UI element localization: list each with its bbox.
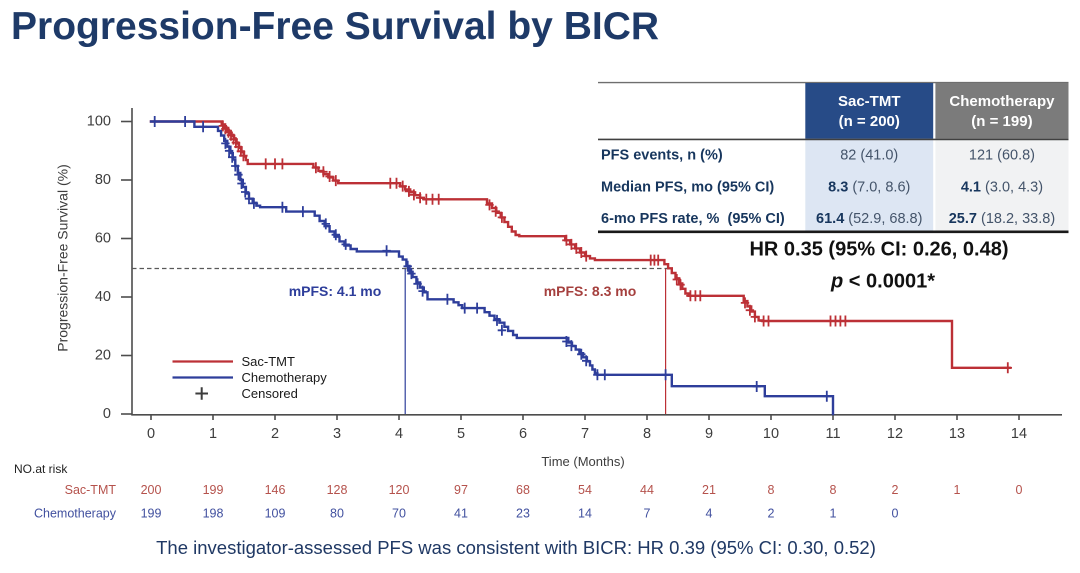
svg-text:60: 60 [95, 231, 111, 247]
svg-text:121 (60.8): 121 (60.8) [969, 148, 1035, 164]
svg-text:8: 8 [643, 426, 651, 442]
svg-text:5: 5 [457, 426, 465, 442]
svg-text:Chemotherapy: Chemotherapy [34, 507, 117, 521]
svg-text:Progression-Free Survival by B: Progression-Free Survival by BICR [11, 5, 659, 48]
svg-text:Time (Months): Time (Months) [541, 454, 624, 469]
svg-text:Chemotherapy: Chemotherapy [242, 370, 328, 385]
svg-text:(n = 200): (n = 200) [839, 113, 900, 130]
svg-text:120: 120 [389, 483, 410, 497]
svg-text:mPFS: 4.1 mo: mPFS: 4.1 mo [289, 283, 382, 299]
svg-text:61.4 (52.9, 68.8): 61.4 (52.9, 68.8) [816, 211, 922, 227]
svg-text:0: 0 [147, 426, 155, 442]
svg-text:198: 198 [203, 507, 224, 521]
svg-text:54: 54 [578, 483, 592, 497]
svg-text:1: 1 [209, 426, 217, 442]
svg-text:Median PFS, mo (95% CI): Median PFS, mo (95% CI) [601, 180, 774, 196]
svg-text:100: 100 [87, 114, 111, 130]
svg-text:Chemotherapy: Chemotherapy [949, 93, 1055, 110]
svg-text:1: 1 [830, 507, 837, 521]
svg-text:Sac-TMT: Sac-TMT [65, 483, 117, 497]
svg-text:70: 70 [392, 507, 406, 521]
svg-text:10: 10 [763, 426, 779, 442]
svg-text:HR 0.35 (95% CI: 0.26, 0.48): HR 0.35 (95% CI: 0.26, 0.48) [749, 239, 1008, 261]
svg-text:41: 41 [454, 507, 468, 521]
svg-text:8.3 (7.0, 8.6): 8.3 (7.0, 8.6) [828, 180, 910, 196]
svg-text:23: 23 [516, 507, 530, 521]
svg-text:0: 0 [892, 507, 899, 521]
svg-text:4: 4 [706, 507, 713, 521]
svg-text:8: 8 [768, 483, 775, 497]
svg-text:44: 44 [640, 483, 654, 497]
svg-text:0: 0 [103, 406, 111, 422]
svg-text:6: 6 [519, 426, 527, 442]
svg-text:40: 40 [95, 289, 111, 305]
svg-text:2: 2 [892, 483, 899, 497]
svg-text:14: 14 [578, 507, 592, 521]
svg-text:82 (41.0): 82 (41.0) [840, 148, 898, 164]
svg-text:PFS events, n (%): PFS events, n (%) [601, 148, 723, 164]
svg-text:12: 12 [887, 426, 903, 442]
svg-text:The investigator-assessed PFS: The investigator-assessed PFS was consis… [156, 537, 876, 558]
svg-text:97: 97 [454, 483, 468, 497]
svg-text:Progression-Free Survival (%): Progression-Free Survival (%) [55, 164, 71, 352]
svg-text:4.1 (3.0, 4.3): 4.1 (3.0, 4.3) [961, 180, 1043, 196]
svg-text:7: 7 [644, 507, 651, 521]
svg-text:20: 20 [95, 348, 111, 364]
svg-text:9: 9 [705, 426, 713, 442]
svg-text:199: 199 [141, 507, 162, 521]
svg-text:Sac-TMT: Sac-TMT [838, 93, 901, 110]
svg-text:80: 80 [95, 172, 111, 188]
svg-text:80: 80 [330, 507, 344, 521]
svg-text:21: 21 [702, 483, 716, 497]
svg-text:2: 2 [271, 426, 279, 442]
svg-text:7: 7 [581, 426, 589, 442]
svg-text:14: 14 [1011, 426, 1027, 442]
svg-text:199: 199 [203, 483, 224, 497]
svg-text:6-mo PFS rate, % (95% CI): 6-mo PFS rate, % (95% CI) [601, 211, 785, 227]
svg-text:13: 13 [949, 426, 965, 442]
svg-text:1: 1 [954, 483, 961, 497]
svg-text:Censored: Censored [242, 386, 298, 401]
svg-text:11: 11 [825, 426, 840, 442]
svg-text:146: 146 [265, 483, 286, 497]
svg-text:25.7 (18.2, 33.8): 25.7 (18.2, 33.8) [949, 211, 1055, 227]
svg-text:Sac-TMT: Sac-TMT [242, 354, 296, 369]
svg-text:2: 2 [768, 507, 775, 521]
svg-text:200: 200 [141, 483, 162, 497]
svg-text:8: 8 [830, 483, 837, 497]
svg-text:mPFS: 8.3 mo: mPFS: 8.3 mo [544, 283, 637, 299]
svg-text:0: 0 [1016, 483, 1023, 497]
svg-text:p < 0.0001*: p < 0.0001* [830, 271, 935, 293]
svg-text:68: 68 [516, 483, 530, 497]
svg-text:128: 128 [327, 483, 348, 497]
svg-text:3: 3 [333, 426, 341, 442]
svg-text:NO.at risk: NO.at risk [14, 462, 68, 476]
svg-text:109: 109 [265, 507, 286, 521]
svg-text:4: 4 [395, 426, 403, 442]
svg-text:(n = 199): (n = 199) [971, 113, 1032, 130]
